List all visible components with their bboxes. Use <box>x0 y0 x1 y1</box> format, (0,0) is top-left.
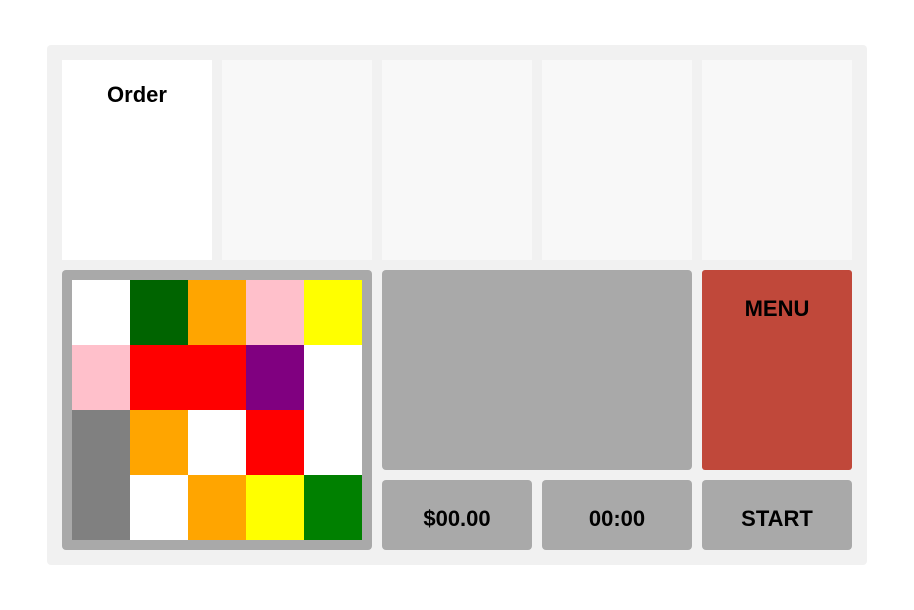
menu-button[interactable]: MENU <box>702 270 852 470</box>
color-grid-frame <box>62 270 372 550</box>
money-display: $00.00 <box>382 480 532 550</box>
money-value: $00.00 <box>423 506 491 531</box>
order-slot-2[interactable] <box>222 60 372 260</box>
grid-cell[interactable] <box>188 280 246 345</box>
game-board: Order MENU $00.00 00:00 START <box>47 45 867 565</box>
grid-cell[interactable] <box>304 345 362 410</box>
grid-cell[interactable] <box>246 475 304 540</box>
grid-cell[interactable] <box>72 475 130 540</box>
timer-display: 00:00 <box>542 480 692 550</box>
order-label: Order <box>107 82 167 107</box>
order-slot-3[interactable] <box>382 60 532 260</box>
start-button[interactable]: START <box>702 480 852 550</box>
grid-cell[interactable] <box>188 345 246 410</box>
grid-cell[interactable] <box>72 280 130 345</box>
preparation-display <box>382 270 692 470</box>
grid-cell[interactable] <box>246 410 304 475</box>
order-slot-4[interactable] <box>542 60 692 260</box>
grid-cell[interactable] <box>72 410 130 475</box>
timer-value: 00:00 <box>588 506 646 531</box>
order-slot-1[interactable]: Order <box>62 60 212 260</box>
grid-cell[interactable] <box>304 410 362 475</box>
grid-cell[interactable] <box>130 345 188 410</box>
order-slot-5[interactable] <box>702 60 852 260</box>
grid-cell[interactable] <box>130 475 188 540</box>
grid-cell[interactable] <box>130 280 188 345</box>
grid-cell[interactable] <box>246 345 304 410</box>
color-grid <box>72 280 362 540</box>
grid-cell[interactable] <box>72 345 130 410</box>
grid-cell[interactable] <box>246 280 304 345</box>
grid-cell[interactable] <box>188 475 246 540</box>
grid-cell[interactable] <box>304 475 362 540</box>
grid-cell[interactable] <box>130 410 188 475</box>
grid-cell[interactable] <box>188 410 246 475</box>
start-label: START <box>741 506 813 531</box>
menu-label: MENU <box>744 296 810 321</box>
grid-cell[interactable] <box>304 280 362 345</box>
